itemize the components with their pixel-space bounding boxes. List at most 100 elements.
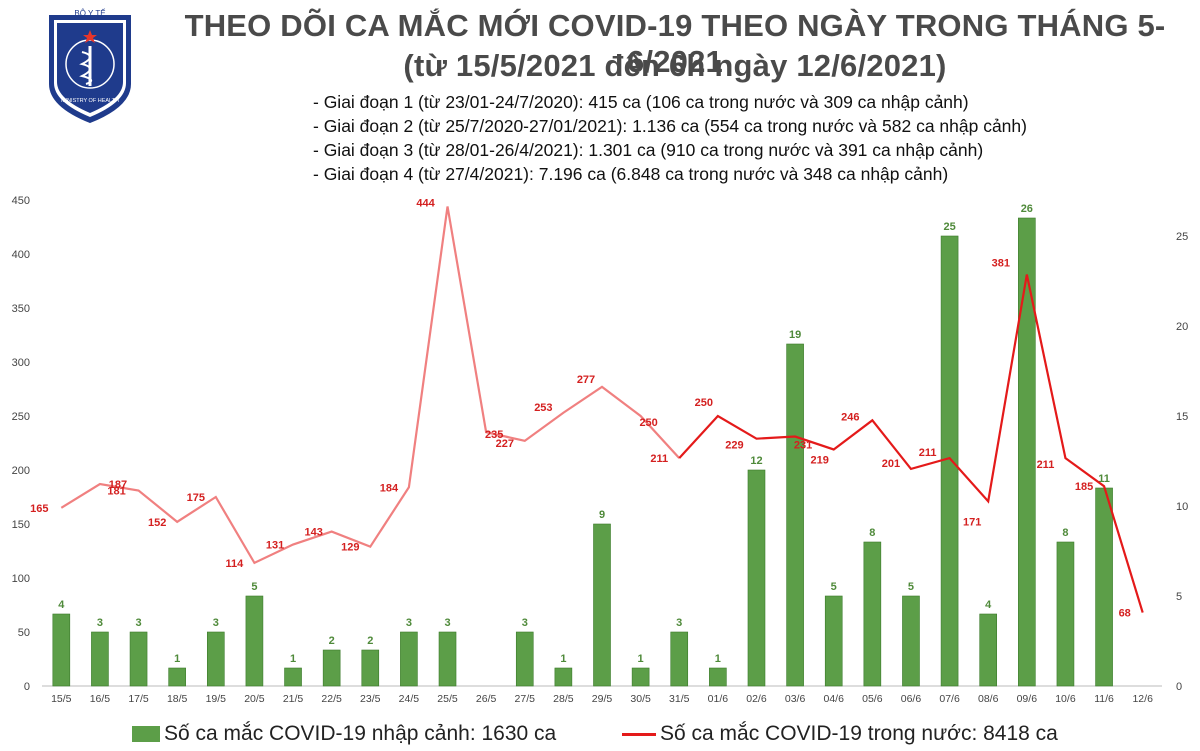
line-value-label: 129 [341, 542, 359, 554]
phase-note-3: - Giai đoạn 3 (từ 28/01-26/4/2021): 1.30… [313, 140, 984, 160]
bar-value-label: 4 [58, 599, 65, 611]
line-value-label: 152 [148, 517, 166, 529]
bar [168, 667, 186, 687]
bar-value-label: 5 [831, 581, 837, 593]
bar [1056, 541, 1075, 687]
line-value-label: 219 [811, 454, 829, 466]
bar-value-label: 1 [174, 653, 180, 665]
bar [400, 631, 418, 687]
right-axis-tick-label: 25 [1176, 231, 1188, 243]
bar [245, 595, 264, 687]
x-axis-tick-label: 17/5 [128, 693, 149, 705]
x-axis-tick-label: 10/6 [1055, 693, 1076, 705]
bar-value-label: 1 [638, 653, 644, 665]
bar [824, 595, 843, 687]
x-axis-tick-label: 08/6 [978, 693, 999, 705]
left-axis-tick-label: 100 [12, 573, 30, 585]
bar [129, 631, 148, 687]
x-axis-tick-label: 24/5 [399, 693, 420, 705]
bar-value-label: 1 [715, 653, 721, 665]
bar [631, 667, 650, 687]
x-axis-tick-label: 29/5 [592, 693, 613, 705]
left-axis-tick-label: 50 [18, 627, 30, 639]
line-value-label: 165 [30, 503, 48, 515]
x-axis-tick-label: 21/5 [283, 693, 304, 705]
bar [554, 667, 573, 687]
line-value-label: 181 [107, 486, 125, 498]
line-value-label: 250 [695, 397, 713, 409]
bar [1095, 487, 1113, 687]
left-axis-tick-label: 150 [12, 519, 30, 531]
line-value-label: 227 [496, 438, 514, 450]
right-axis-tick-label: 20 [1176, 321, 1188, 333]
phase-note-4: - Giai đoạn 4 (từ 27/4/2021): 7.196 ca (… [313, 164, 949, 184]
bar [206, 631, 225, 687]
x-axis-tick-label: 20/5 [244, 693, 265, 705]
bar [593, 523, 611, 687]
x-axis-tick-label: 03/6 [785, 693, 806, 705]
ministry-of-health-logo: BỘ Y TẾ MINISTRY OF HEALTH [49, 8, 131, 124]
bar-value-label: 3 [522, 617, 528, 629]
x-axis-tick-label: 09/6 [1017, 693, 1038, 705]
left-axis-tick-label: 400 [12, 249, 30, 261]
bar [786, 343, 804, 687]
bar-value-label: 1 [560, 653, 566, 665]
bar [322, 649, 341, 687]
bar [670, 631, 689, 687]
x-axis-tick-label: 19/5 [206, 693, 227, 705]
bar [515, 631, 534, 687]
x-axis-tick-label: 25/5 [437, 693, 458, 705]
left-axis-tick-label: 250 [12, 411, 30, 423]
bar-value-label: 3 [135, 617, 141, 629]
x-axis-tick-label: 05/6 [862, 693, 883, 705]
left-axis-tick-label: 450 [12, 195, 30, 207]
phase-note-2: - Giai đoạn 2 (từ 25/7/2020-27/01/2021):… [313, 116, 1027, 136]
bar-value-label: 5 [251, 581, 257, 593]
line-value-label: 250 [639, 417, 657, 429]
bar-value-label: 8 [869, 527, 875, 539]
x-axis-tick-label: 16/5 [90, 693, 111, 705]
chart-subtitle: (từ 15/5/2021 đến 6h ngày 12/6/2021) [403, 48, 947, 83]
x-axis-tick-label: 11/6 [1094, 693, 1114, 705]
x-axis-tick-label: 27/5 [515, 693, 536, 705]
bar-value-label: 5 [908, 581, 914, 593]
bar [91, 631, 109, 687]
left-axis-tick-label: 300 [12, 357, 30, 369]
line-value-label: 277 [577, 374, 595, 386]
line-value-label: 444 [416, 197, 435, 209]
x-axis-tick-label: 02/6 [746, 693, 767, 705]
bar-value-label: 4 [985, 599, 992, 611]
legend-bar-label: Số ca mắc COVID-19 nhập cảnh: 1630 ca [164, 722, 557, 745]
bar-value-label: 9 [599, 509, 605, 521]
right-axis-tick-label: 10 [1176, 501, 1188, 513]
series-line-may [60, 206, 681, 565]
x-axis-tick-label: 07/6 [939, 693, 960, 705]
line-value-label: 201 [882, 458, 900, 470]
x-axis-tick-label: 12/6 [1132, 693, 1153, 705]
legend-line-label: Số ca mắc COVID-19 trong nước: 8418 ca [660, 722, 1058, 745]
line-value-label: 253 [534, 402, 552, 414]
bar [979, 613, 998, 687]
phase-note-1: - Giai đoạn 1 (từ 23/01-24/7/2020): 415 … [313, 92, 969, 112]
bar-value-label: 3 [676, 617, 682, 629]
x-axis-tick-label: 23/5 [360, 693, 381, 705]
logo-top-text: BỘ Y TẾ [74, 8, 105, 18]
left-axis-tick-label: 200 [12, 465, 30, 477]
bar [747, 469, 766, 687]
legend-bar: Số ca mắc COVID-19 nhập cảnh: 1630 ca [132, 722, 556, 746]
bar-value-label: 19 [789, 329, 801, 341]
x-axis-tick-label: 28/5 [553, 693, 574, 705]
line-value-label: 185 [1075, 481, 1093, 493]
x-axis-tick-label: 30/5 [630, 693, 651, 705]
bar-value-label: 2 [329, 635, 335, 647]
bar-value-label: 3 [406, 617, 412, 629]
logo-bottom-text: MINISTRY OF HEALTH [61, 98, 119, 104]
right-axis-tick-label: 0 [1176, 681, 1182, 693]
bar [863, 541, 882, 687]
bar [1018, 217, 1036, 687]
x-axis-tick-label: 31/5 [669, 693, 690, 705]
line-value-label: 211 [919, 447, 937, 459]
bar-value-label: 3 [444, 617, 450, 629]
line-value-label: 211 [650, 453, 668, 465]
x-axis-tick-label: 01/6 [708, 693, 729, 705]
